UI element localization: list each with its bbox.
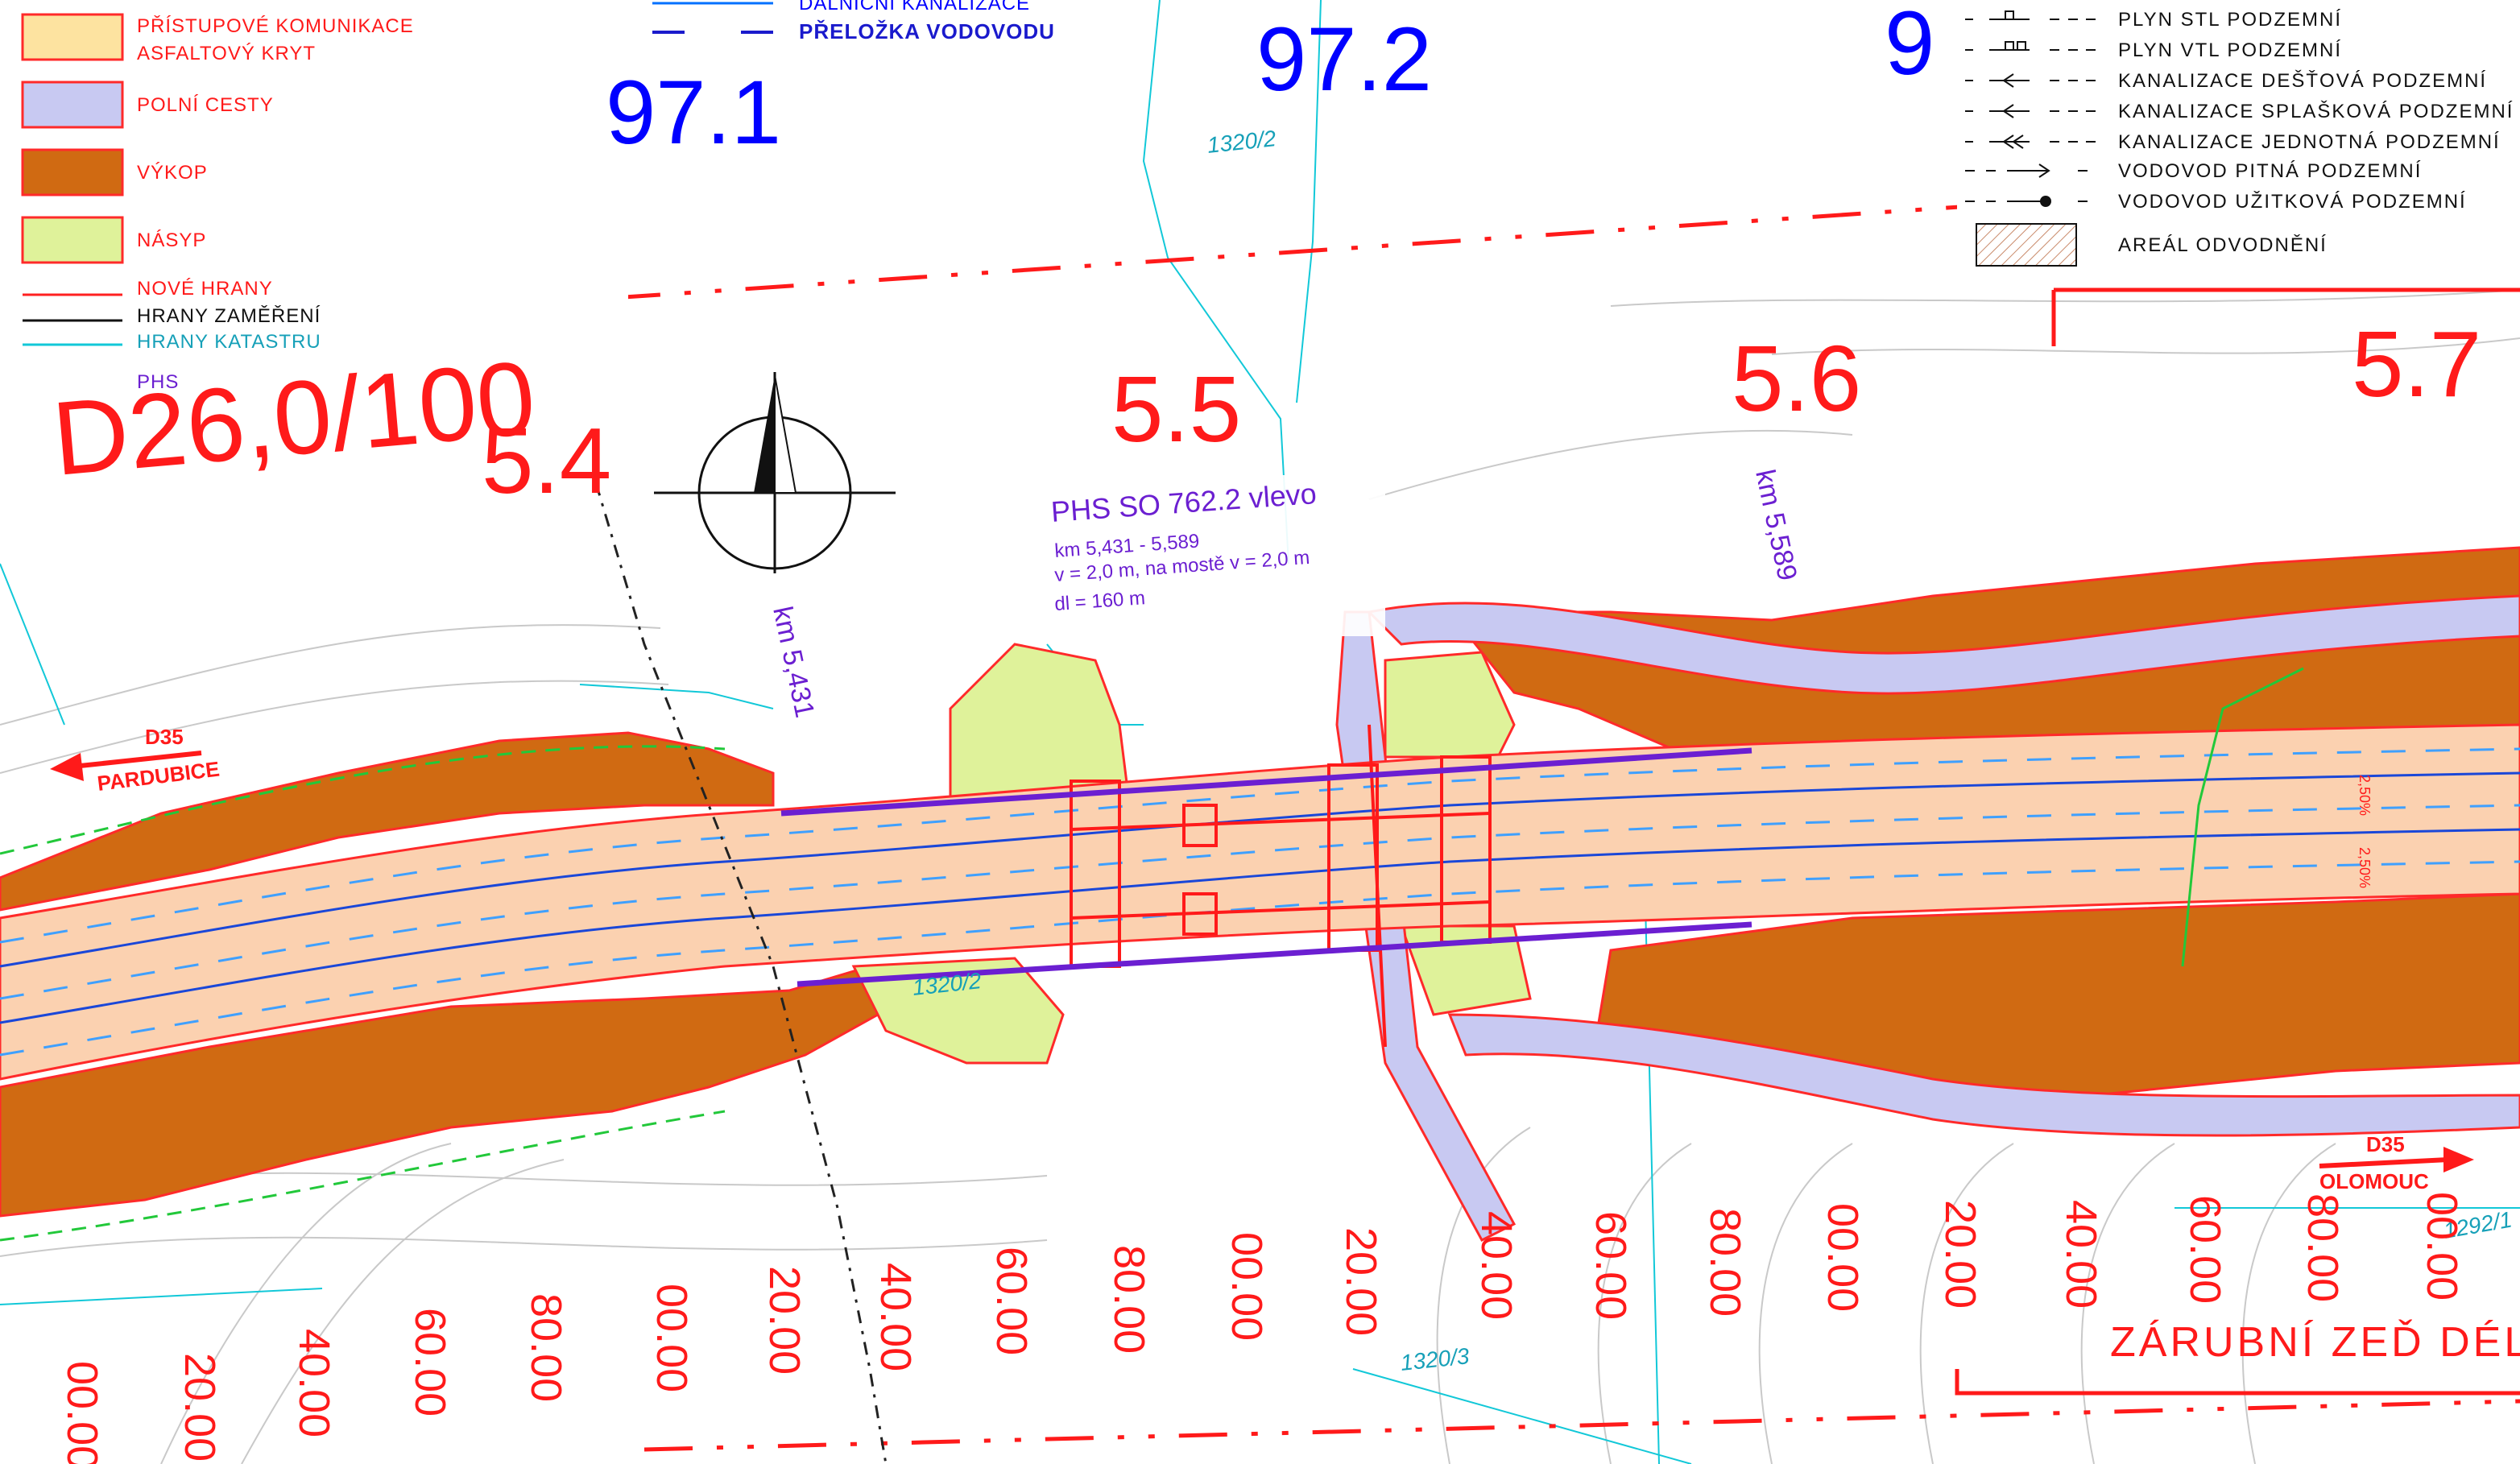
legend-label-cadastre-edges: HRANY KATASTRU: [137, 331, 321, 353]
fill-area-left-lower: [851, 957, 1065, 1065]
chainage-tick-18: 60.00: [2181, 1195, 2229, 1304]
legend-swatch-drainage-area: [1976, 223, 2077, 267]
highway: [0, 723, 2520, 1081]
chainage-tick-9: 80.00: [1105, 1245, 1153, 1354]
chainage-tick-14: 80.00: [1701, 1208, 1749, 1317]
legend-swatch-field-roads: [21, 81, 124, 129]
chainage-tick-3: 60.00: [406, 1308, 454, 1416]
legend-left: PŘÍSTUPOVÉ KOMUNIKACE ASFALTOVÝ KRYT POL…: [0, 0, 628, 403]
green-dashed-edges: [0, 667, 2304, 1242]
legend-label-access-roads-1: PŘÍSTUPOVÉ KOMUNIKACE: [137, 15, 414, 37]
legend-swatch-access-roads: [21, 13, 124, 61]
direction-city-right: OLOMOUC: [2319, 1169, 2429, 1193]
chainage-tick-6: 20.00: [760, 1266, 809, 1375]
legend-right-label-4: KANALIZACE JEDNOTNÁ PODZEMNÍ: [2118, 131, 2501, 153]
legend-label-fill: NÁSYP: [137, 230, 206, 251]
survey-line: [594, 482, 888, 1464]
chainage-tick-19: 80.00: [2299, 1193, 2347, 1302]
km-marker-5-431: km 5,431: [767, 604, 820, 721]
km-marker-5-589: km 5,589: [1749, 467, 1802, 584]
chainage-tick-11: 20.00: [1337, 1227, 1385, 1336]
legend-label-phs: PHS: [137, 371, 179, 393]
km-label-5-7: 5.7: [2352, 312, 2481, 416]
cut-area-upper-left: [0, 731, 775, 912]
chainage-tick-1: 20.00: [176, 1353, 224, 1462]
boundary-dash-top: [611, 167, 2520, 1452]
legend-right-label-2: KANALIZACE DEŠŤOVÁ PODZEMNÍ: [2118, 69, 2487, 92]
station-9: 9: [1885, 0, 1934, 93]
north-arrow: [654, 372, 896, 573]
km-label-5-5: 5.5: [1111, 357, 1241, 461]
legend-right: PLYN STL PODZEMNÍ PLYN VTL PODZEMNÍ KANA…: [1957, 0, 2520, 274]
legend-swatch-cut: [21, 148, 124, 196]
chainage-tick-16: 20.00: [1936, 1200, 1984, 1309]
chainage-tick-7: 40.00: [871, 1263, 920, 1371]
slope-label-2: 2,50%: [2357, 847, 2373, 888]
chainage-tick-13: 60.00: [1587, 1211, 1635, 1320]
station-97-2: 97.2: [1256, 9, 1432, 110]
cut-area-lower-left: [0, 965, 879, 1218]
direction-road-right: D35: [2366, 1132, 2405, 1156]
direction-road-left: D35: [145, 725, 184, 749]
chainage-tick-0: 00.00: [58, 1361, 106, 1464]
phs-label-bg: [1031, 475, 1385, 636]
chainage-tick-15: 00.00: [1819, 1203, 1867, 1312]
legend-swatch-fill: [21, 216, 124, 264]
km-label-5-6: 5.6: [1732, 326, 1861, 431]
chainage-tick-4: 80.00: [522, 1293, 570, 1402]
legend-label-cut: VÝKOP: [137, 162, 208, 184]
legend-right-label-3: KANALIZACE SPLAŠKOVÁ PODZEMNÍ: [2118, 100, 2514, 122]
legend-right-label-5: VODOVOD PITNÁ PODZEMNÍ: [2118, 160, 2422, 182]
station-97-1: 97.1: [606, 62, 781, 163]
chainage-tick-8: 60.00: [987, 1247, 1036, 1355]
legend-label-drainage-area: AREÁL ODVODNĚNÍ: [2118, 234, 2328, 256]
parcel-1320-2-top: 1320/2: [1206, 126, 1277, 158]
chainage-tick-12: 40.00: [1472, 1211, 1521, 1320]
chainage-tick-20: 00.00: [2418, 1192, 2466, 1301]
km-label-5-4: 5.4: [482, 408, 611, 513]
retaining-wall-label: ZÁRUBNÍ ZEĎ DÉL: [2110, 1319, 2520, 1366]
legend-label-new-edges: NOVÉ HRANY: [137, 278, 273, 300]
legend-right-label-1: PLYN VTL PODZEMNÍ: [2118, 39, 2342, 61]
direction-arrows: [50, 751, 2474, 1172]
legend-label-highway-sewer: DÁLNIČNÍ KANALIZACE: [799, 0, 1030, 14]
legend-label-access-roads-2: ASFALTOVÝ KRYT: [137, 43, 316, 64]
legend-left-bg: [0, 0, 628, 403]
legend-right-label-6: VODOVOD UŽITKOVÁ PODZEMNÍ: [2118, 191, 2467, 213]
chainage-tick-2: 40.00: [290, 1329, 338, 1437]
slope-label-1: 2,50%: [2357, 775, 2373, 816]
fill-area-right: [1384, 651, 1516, 759]
chainage-labels: 00.00 20.00 40.00 60.00 80.00 00.00 20.0…: [58, 1192, 2466, 1464]
legend-label-field-roads: POLNÍ CESTY: [137, 94, 274, 116]
chainage-tick-10: 00.00: [1223, 1232, 1271, 1341]
chainage-tick-17: 40.00: [2057, 1200, 2105, 1309]
parcel-1320-3: 1320/3: [1399, 1343, 1471, 1375]
legend-right-label-0: PLYN STL PODZEMNÍ: [2118, 9, 2342, 31]
legend-label-survey-edges: HRANY ZAMĚŘENÍ: [137, 305, 321, 327]
legend-top: DÁLNIČNÍ KANALIZACE PŘELOŽKA VODOVODU: [652, 0, 1055, 43]
chainage-tick-5: 00.00: [648, 1284, 696, 1392]
legend-label-water-relocation: PŘELOŽKA VODOVODU: [799, 19, 1055, 43]
